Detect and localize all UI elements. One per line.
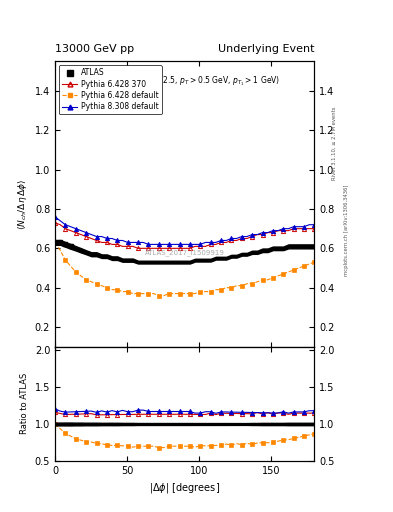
Text: mcplots.cern.ch [arXiv:1306.3436]: mcplots.cern.ch [arXiv:1306.3436] [344, 185, 349, 276]
Y-axis label: Ratio to ATLAS: Ratio to ATLAS [20, 373, 29, 434]
Text: Rivet 3.1.10, ≥ 2.7M events: Rivet 3.1.10, ≥ 2.7M events [332, 106, 337, 180]
Legend: ATLAS, Pythia 6.428 370, Pythia 6.428 default, Pythia 8.308 default: ATLAS, Pythia 6.428 370, Pythia 6.428 de… [59, 65, 162, 114]
Y-axis label: $\langle N_{ch} / \Delta\eta\,\Delta\phi \rangle$: $\langle N_{ch} / \Delta\eta\,\Delta\phi… [16, 179, 29, 229]
X-axis label: $|\Delta\phi|$ [degrees]: $|\Delta\phi|$ [degrees] [149, 481, 220, 495]
Text: 13000 GeV pp: 13000 GeV pp [55, 44, 134, 54]
Text: Underlying Event: Underlying Event [218, 44, 314, 54]
Text: ATLAS_2017_I1509919: ATLAS_2017_I1509919 [145, 249, 225, 256]
Text: $\langle N_{ch}\rangle$ vs $\phi^{lead}$ ($|\eta| < 2.5$, $p_T > 0.5$ GeV, $p_{T: $\langle N_{ch}\rangle$ vs $\phi^{lead}$… [89, 73, 280, 88]
